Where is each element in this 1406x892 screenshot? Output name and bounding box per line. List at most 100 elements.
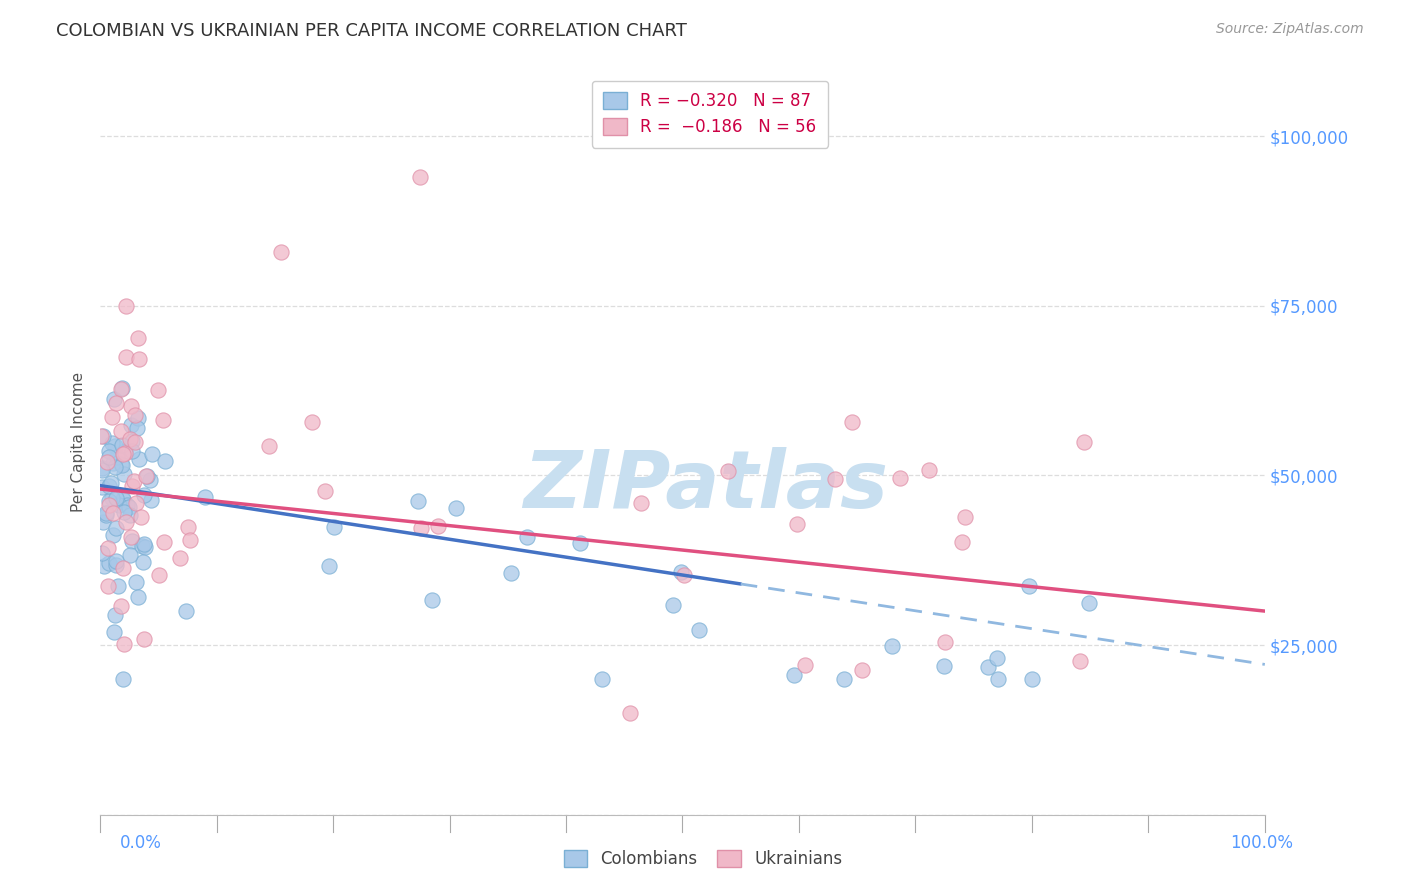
Point: [630, 495, 652, 509]
Point: [112, 492, 135, 507]
Point: [101, 410, 124, 425]
Point: [987, 672, 1010, 686]
Point: [889, 471, 911, 485]
Point: [135, 469, 157, 483]
Point: [118, 548, 141, 562]
Point: [93, 559, 115, 574]
Point: [120, 432, 142, 446]
Point: [918, 463, 941, 477]
Point: [124, 435, 146, 450]
Point: [591, 672, 613, 686]
Point: [104, 459, 127, 474]
Point: [986, 651, 1008, 665]
Point: [134, 540, 156, 554]
Point: [115, 299, 138, 313]
Point: [98, 479, 121, 493]
Text: COLOMBIAN VS UKRAINIAN PER CAPITA INCOME CORRELATION CHART: COLOMBIAN VS UKRAINIAN PER CAPITA INCOME…: [56, 22, 688, 40]
Point: [146, 383, 169, 397]
Point: [127, 590, 149, 604]
Point: [105, 521, 128, 535]
Point: [129, 510, 152, 524]
Point: [94, 508, 117, 522]
Point: [950, 535, 973, 549]
Point: [323, 519, 346, 533]
Text: 0.0%: 0.0%: [120, 834, 162, 852]
Point: [104, 554, 127, 568]
Point: [671, 566, 693, 580]
Point: [955, 510, 977, 524]
Point: [127, 410, 149, 425]
Point: [90, 480, 112, 494]
Point: [91, 546, 114, 560]
Text: 100.0%: 100.0%: [1230, 834, 1294, 852]
Point: [100, 475, 122, 490]
Point: [124, 574, 146, 589]
Point: [112, 467, 135, 481]
Point: [103, 625, 125, 640]
Text: ZIPatlas: ZIPatlas: [523, 447, 889, 525]
Point: [125, 421, 148, 435]
Point: [132, 632, 155, 646]
Point: [112, 672, 135, 686]
Point: [114, 504, 136, 518]
Point: [177, 519, 200, 533]
Point: [318, 559, 340, 574]
Point: [111, 447, 134, 461]
Point: [105, 450, 128, 464]
Point: [94, 506, 117, 520]
Point: [114, 446, 136, 460]
Point: [426, 519, 449, 533]
Point: [832, 672, 855, 686]
Point: [127, 331, 149, 345]
Point: [409, 521, 432, 535]
Point: [841, 415, 863, 429]
Point: [153, 454, 176, 468]
Point: [619, 706, 641, 720]
Point: [104, 396, 127, 410]
Point: [270, 244, 292, 259]
Point: [673, 568, 696, 582]
Point: [194, 490, 217, 504]
Point: [1069, 654, 1091, 668]
Point: [91, 462, 114, 476]
Point: [139, 492, 162, 507]
Point: [141, 447, 163, 461]
Point: [111, 458, 134, 472]
Y-axis label: Per Capita Income: Per Capita Income: [72, 371, 86, 512]
Point: [444, 501, 467, 516]
Point: [131, 539, 153, 553]
Point: [782, 668, 804, 682]
Point: [97, 541, 120, 555]
Point: [97, 579, 120, 593]
Point: [114, 443, 136, 458]
Point: [120, 530, 142, 544]
Point: [124, 408, 146, 422]
Point: [409, 169, 432, 184]
Point: [118, 500, 141, 514]
Point: [103, 392, 125, 406]
Point: [121, 479, 143, 493]
Legend: Colombians, Ukrainians: Colombians, Ukrainians: [557, 843, 849, 875]
Point: [169, 551, 191, 566]
Point: [101, 436, 124, 450]
Point: [96, 455, 118, 469]
Point: [934, 634, 956, 648]
Point: [107, 499, 129, 513]
Point: [120, 399, 142, 413]
Point: [717, 464, 740, 478]
Point: [568, 536, 591, 550]
Point: [115, 498, 138, 512]
Point: [132, 555, 155, 569]
Point: [111, 381, 134, 395]
Point: [110, 457, 132, 471]
Point: [934, 658, 956, 673]
Point: [152, 413, 174, 427]
Point: [662, 599, 685, 613]
Point: [128, 452, 150, 467]
Point: [104, 608, 127, 623]
Point: [976, 660, 998, 674]
Point: [148, 567, 170, 582]
Point: [111, 561, 134, 575]
Point: [112, 637, 135, 651]
Point: [101, 456, 124, 470]
